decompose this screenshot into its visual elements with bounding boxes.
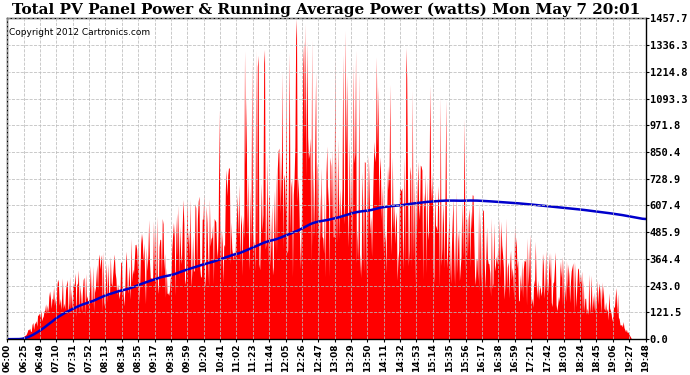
Text: Copyright 2012 Cartronics.com: Copyright 2012 Cartronics.com [8,28,150,37]
Title: Total PV Panel Power & Running Average Power (watts) Mon May 7 20:01: Total PV Panel Power & Running Average P… [12,3,640,17]
